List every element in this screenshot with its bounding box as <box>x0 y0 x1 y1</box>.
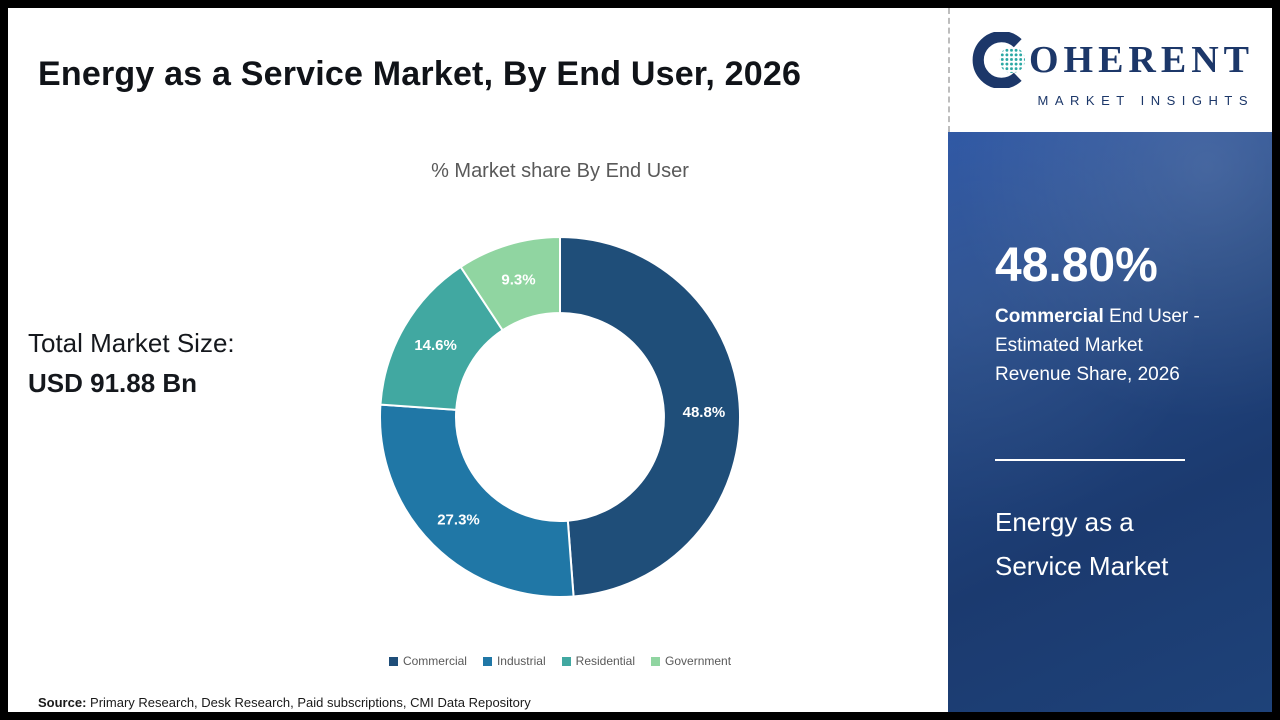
legend-item-industrial: Industrial <box>482 654 546 668</box>
logo-globe-dots-icon <box>998 47 1025 73</box>
slice-label-industrial: 27.3% <box>437 511 480 528</box>
source-note: Source: Primary Research, Desk Research,… <box>38 695 531 710</box>
slice-label-government: 9.3% <box>501 271 535 288</box>
stat-value: 48.80% <box>995 239 1158 292</box>
market-name: Energy as a Service Market <box>995 500 1168 588</box>
chart-panel: Energy as a Service Market, By End User,… <box>8 8 948 712</box>
stat-description-rest: End User - <box>1103 306 1200 327</box>
brand-logo: OHERENT MARKET INSIGHTS <box>948 8 1272 132</box>
stat-description-bold: Commercial <box>995 306 1104 327</box>
legend-label: Industrial <box>496 654 546 668</box>
legend-swatch-icon <box>482 656 492 666</box>
market-name-line1: Energy as a <box>995 507 1134 537</box>
legend-label: Commercial <box>402 654 467 668</box>
legend-swatch-icon <box>651 656 661 666</box>
legend-swatch-icon <box>388 656 398 666</box>
slice-label-commercial: 48.8% <box>683 404 726 421</box>
divider-line <box>995 459 1185 461</box>
stat-description-line1: Commercial End User - <box>995 302 1235 331</box>
donut-slice-government <box>459 235 561 332</box>
slice-label-residential: 14.6% <box>414 337 457 354</box>
chart-legend: Commercial Industrial Residential Governmen… <box>340 654 780 668</box>
total-market-size-value: USD 91.88 Bn <box>28 368 198 398</box>
source-text: Primary Research, Desk Research, Paid su… <box>86 695 531 710</box>
legend-label: Government <box>665 654 732 668</box>
logo-c-icon <box>972 32 1028 88</box>
highlight-panel: 48.80% Commercial End User - Estimated M… <box>948 132 1272 712</box>
market-name-line2: Service Market <box>995 551 1169 581</box>
page-title: Energy as a Service Market, By End User,… <box>38 54 802 93</box>
donut-slice-commercial <box>559 235 741 598</box>
legend-item-residential: Residential <box>561 654 636 668</box>
chart-title: % Market share By End User <box>431 160 689 182</box>
legend-item-commercial: Commercial <box>388 654 467 668</box>
stat-description: Commercial End User - Estimated Market R… <box>995 302 1235 389</box>
donut-chart: 48.8% 27.3% 14.6% 9.3% <box>379 235 741 598</box>
legend-swatch-icon <box>561 656 571 666</box>
legend-label: Residential <box>575 654 636 668</box>
donut-slice-industrial <box>379 403 575 598</box>
total-market-size-label: Total Market Size: <box>28 328 235 358</box>
source-label: Source: <box>38 695 87 710</box>
legend-item-government: Government <box>651 654 731 668</box>
brand-name: OHERENT <box>1028 39 1254 81</box>
stat-description-line3: Revenue Share, 2026 <box>995 364 1180 385</box>
stat-description-line2: Estimated Market <box>995 335 1143 356</box>
total-market-size: Total Market Size: USD 91.88 Bn <box>28 326 235 400</box>
brand-row: OHERENT <box>972 32 1254 88</box>
brand-subtitle: MARKET INSIGHTS <box>1037 93 1254 108</box>
